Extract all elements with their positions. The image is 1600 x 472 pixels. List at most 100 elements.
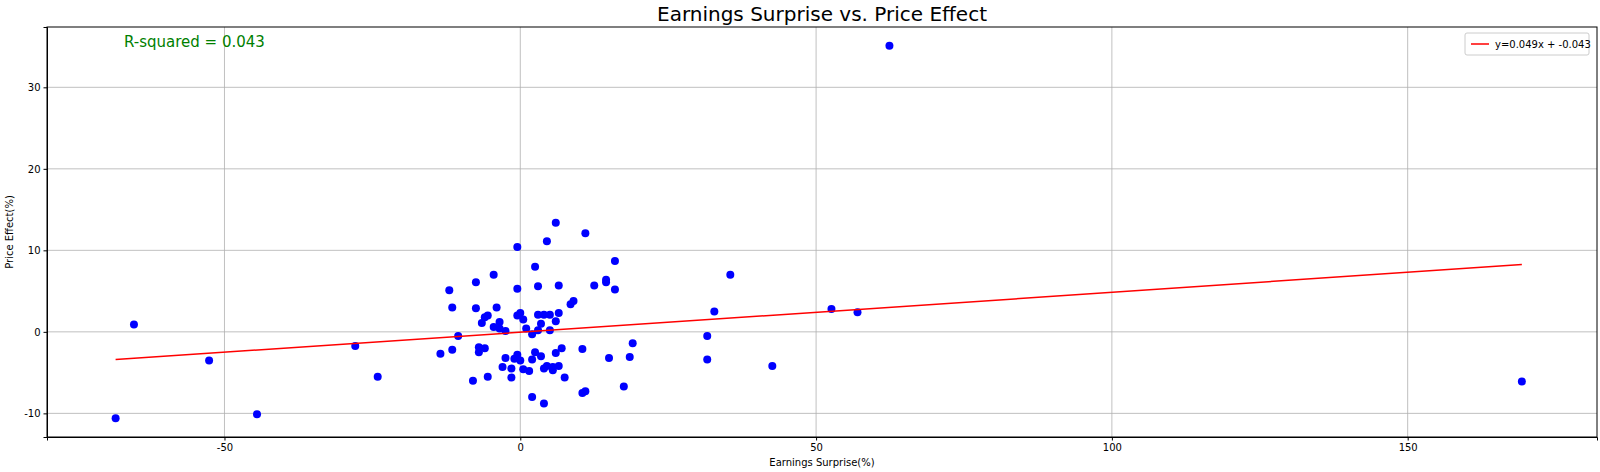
scatter-point: [602, 278, 610, 286]
y-tick-label: -10: [24, 408, 40, 419]
scatter-point: [507, 365, 515, 373]
y-tick-mark: [44, 250, 48, 251]
scatter-point: [546, 311, 554, 319]
grid-line-x: [520, 27, 521, 437]
plot-frame: [47, 27, 1597, 437]
y-tick-mark: [44, 169, 48, 170]
scatter-point: [1518, 378, 1526, 386]
x-tick-label: -50: [217, 442, 233, 453]
scatter-point: [629, 339, 637, 347]
scatter-point: [484, 373, 492, 381]
scatter-point: [726, 271, 734, 279]
scatter-point: [448, 303, 456, 311]
y-tick-label: 20: [28, 164, 41, 175]
scatter-point: [493, 303, 501, 311]
y-tick: 10: [28, 245, 47, 256]
y-axis-title: Price Effect(%): [4, 195, 15, 269]
grid-line-x: [1407, 27, 1408, 437]
scatter-point: [519, 316, 527, 324]
scatter-point: [130, 321, 138, 329]
scatter-point: [528, 356, 536, 364]
x-tick-label: 50: [810, 442, 823, 453]
scatter-point: [528, 393, 536, 401]
x-tick-label: 0: [518, 442, 524, 453]
x-tick-mark: [1112, 437, 1113, 441]
grid-line-y: [47, 331, 1597, 332]
scatter-point: [513, 243, 521, 251]
x-tick-mark: [224, 437, 225, 441]
scatter-point: [436, 350, 444, 358]
scatter-point: [703, 356, 711, 364]
y-tick: 20: [28, 164, 47, 175]
scatter-point: [703, 332, 711, 340]
x-axis-line: [48, 438, 1598, 441]
scatter-point: [552, 219, 560, 227]
scatter-point: [448, 346, 456, 354]
scatter-point: [253, 410, 261, 418]
scatter-point: [611, 257, 619, 265]
scatter-point: [555, 281, 563, 289]
scatter-point: [543, 237, 551, 245]
scatter-point: [374, 373, 382, 381]
grid: [47, 27, 1597, 437]
scatter-point: [445, 286, 453, 294]
x-tick-mark: [520, 437, 521, 441]
x-tick: 150: [1399, 437, 1418, 453]
grid-line-y: [47, 250, 1597, 251]
x-tick: 50: [810, 437, 823, 453]
x-tick: 0: [518, 437, 524, 453]
grid-line-x: [816, 27, 817, 437]
scatter-point: [507, 373, 515, 381]
data-layer: [112, 42, 1526, 423]
fit-line: [116, 265, 1522, 360]
scatter-point: [555, 309, 563, 317]
scatter-point: [578, 345, 586, 353]
y-tick-label: 10: [28, 245, 41, 256]
scatter-point: [581, 229, 589, 237]
scatter-point: [534, 282, 542, 290]
scatter-point: [581, 387, 589, 395]
grid-line-y: [47, 168, 1597, 169]
scatter-point: [499, 363, 507, 371]
y-tick: -10: [24, 408, 47, 419]
scatter-point: [620, 382, 628, 390]
scatter-point: [501, 354, 509, 362]
scatter-point: [537, 352, 545, 360]
grid-line-x: [1111, 27, 1112, 437]
scatter-point: [484, 312, 492, 320]
x-axis: -50 0 50 100 150: [48, 437, 1598, 453]
plot-area: -50 0 50 100 150 -10 0 10 20 30 R-squared = 0.043 y…: [24, 27, 1597, 453]
scatter-point: [513, 285, 521, 293]
scatter-point: [552, 317, 560, 325]
y-tick-label: 0: [34, 327, 40, 338]
chart: -50 0 50 100 150 -10 0 10 20 30 R-squared = 0.043 y…: [0, 0, 1600, 472]
legend-swatch: [1471, 43, 1489, 45]
scatter-point: [472, 304, 480, 312]
annotation: R-squared = 0.043: [124, 33, 265, 51]
grid-line-y: [47, 87, 1597, 88]
scatter-point: [710, 307, 718, 315]
y-tick-mark: [44, 87, 48, 88]
scatter-point: [885, 42, 893, 50]
grid-line-y: [47, 413, 1597, 414]
scatter-point: [469, 377, 477, 385]
scatter-point: [558, 344, 566, 352]
scatter-point: [516, 356, 524, 364]
x-tick-mark: [816, 437, 817, 441]
scatter-point: [531, 263, 539, 271]
y-tick-mark: [44, 332, 48, 333]
x-tick: -50: [217, 437, 233, 453]
y-tick-mark: [44, 413, 48, 414]
x-tick: 100: [1103, 437, 1122, 453]
scatter-point: [768, 362, 776, 370]
scatter-point: [112, 414, 120, 422]
scatter-point: [472, 278, 480, 286]
scatter-point: [540, 400, 548, 408]
y-tick-label: 30: [28, 82, 41, 93]
x-axis-title: Earnings Surprise(%): [769, 457, 874, 468]
y-tick: 30: [28, 82, 47, 93]
legend-label: y=0.049x + -0.043: [1495, 39, 1591, 50]
scatter-point: [555, 362, 563, 370]
scatter-point: [205, 356, 213, 364]
scatter-point: [611, 285, 619, 293]
